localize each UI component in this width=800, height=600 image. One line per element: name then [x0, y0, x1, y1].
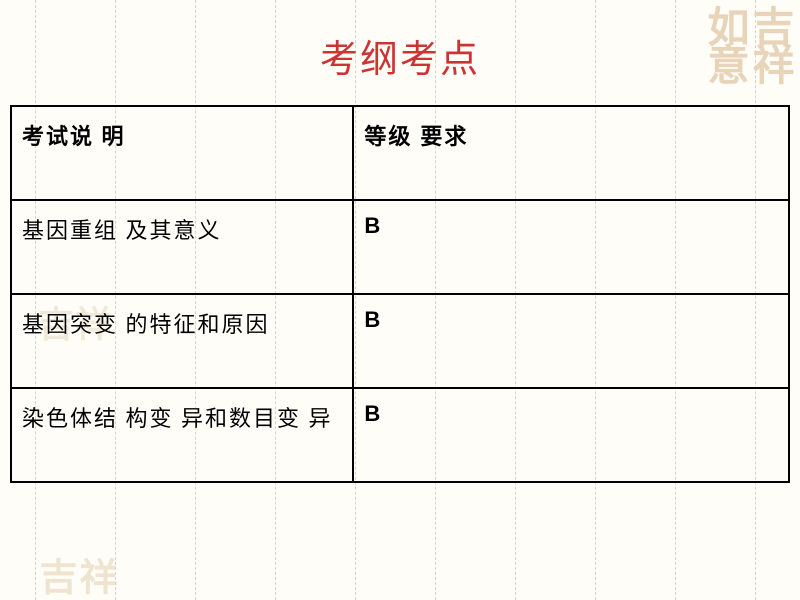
table-cell: 染色体结 构变 异和数目变 异 — [11, 388, 353, 482]
content-table: 考试说 明 等级 要求 基因重组 及其意义 B 基因突变 的特征和原因 B 染色… — [10, 105, 790, 483]
table-row: 基因重组 及其意义 B — [11, 200, 789, 294]
table-row: 基因突变 的特征和原因 B — [11, 294, 789, 388]
table-row: 染色体结 构变 异和数目变 异 B — [11, 388, 789, 482]
seal-decoration: 吉 — [35, 557, 73, 595]
page-title: 考纲考点 — [0, 0, 800, 105]
table-cell: B — [353, 388, 789, 482]
header-cell: 等级 要求 — [353, 106, 789, 200]
table-cell: 基因突变 的特征和原因 — [11, 294, 353, 388]
table-cell: 基因重组 及其意义 — [11, 200, 353, 294]
table-cell: B — [353, 294, 789, 388]
seal-decoration: 祥 — [75, 557, 113, 595]
header-cell: 考试说 明 — [11, 106, 353, 200]
table-header-row: 考试说 明 等级 要求 — [11, 106, 789, 200]
table-cell: B — [353, 200, 789, 294]
content-table-wrap: 考试说 明 等级 要求 基因重组 及其意义 B 基因突变 的特征和原因 B 染色… — [0, 105, 800, 483]
